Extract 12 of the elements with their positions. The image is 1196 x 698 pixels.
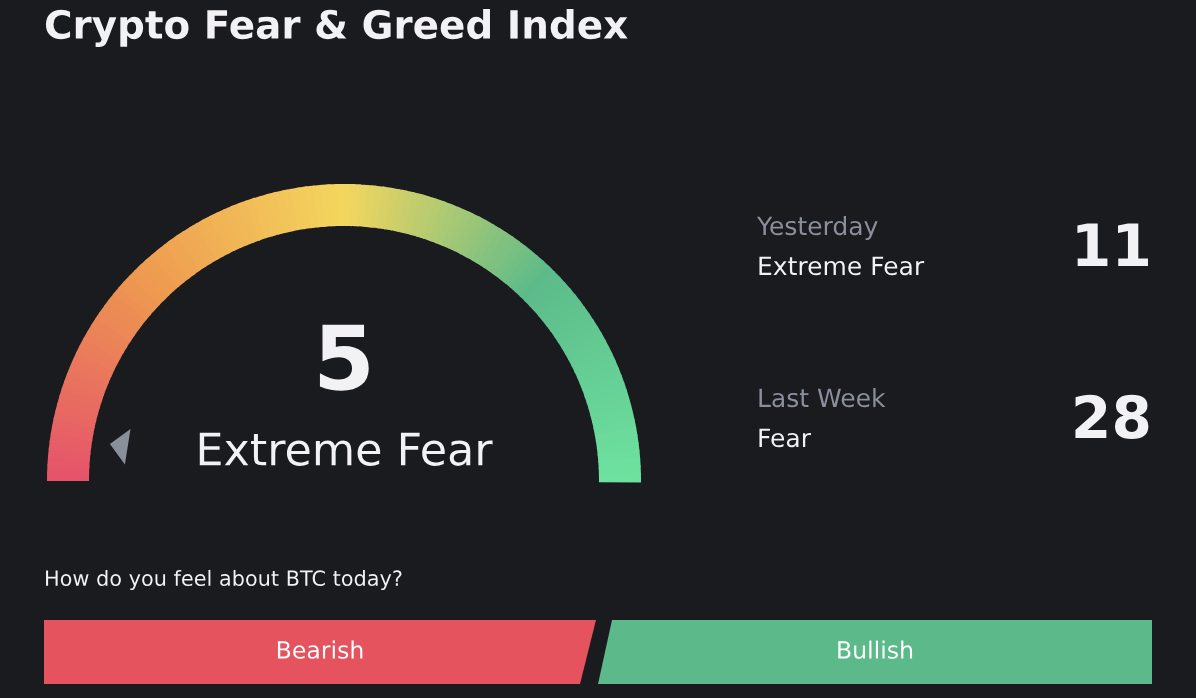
category-label: Yesterday xyxy=(756,215,878,241)
data-label: 11 xyxy=(1077,223,1148,267)
text: Bearish xyxy=(277,640,363,659)
text: Extreme Fear xyxy=(199,432,493,466)
data-label: 28 xyxy=(1075,394,1149,439)
text: Bullish xyxy=(838,640,913,659)
text: Crypto Fear & Greed Index xyxy=(45,9,628,47)
data-label: 5 xyxy=(319,324,369,391)
text: How do you feel about BTC today? xyxy=(46,569,402,591)
category-label: Last Week xyxy=(759,387,886,408)
text: Extreme Fear xyxy=(759,256,925,276)
text: Fear xyxy=(759,428,811,448)
